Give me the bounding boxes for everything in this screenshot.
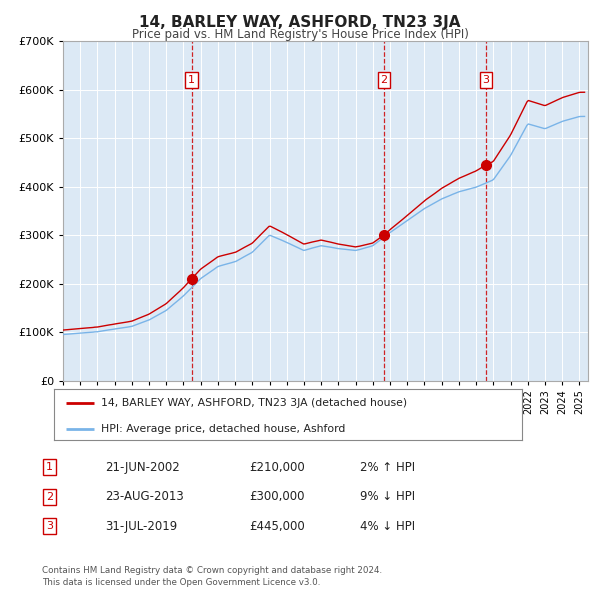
Text: 2% ↑ HPI: 2% ↑ HPI [360, 461, 415, 474]
Text: 9% ↓ HPI: 9% ↓ HPI [360, 490, 415, 503]
Text: HPI: Average price, detached house, Ashford: HPI: Average price, detached house, Ashf… [101, 424, 345, 434]
Text: Price paid vs. HM Land Registry's House Price Index (HPI): Price paid vs. HM Land Registry's House … [131, 28, 469, 41]
Text: 2: 2 [380, 75, 388, 85]
Text: Contains HM Land Registry data © Crown copyright and database right 2024.
This d: Contains HM Land Registry data © Crown c… [42, 566, 382, 587]
Text: 1: 1 [188, 75, 195, 85]
Text: 21-JUN-2002: 21-JUN-2002 [105, 461, 180, 474]
Text: 3: 3 [46, 522, 53, 531]
Text: 2: 2 [46, 492, 53, 502]
Text: 3: 3 [482, 75, 490, 85]
Text: 14, BARLEY WAY, ASHFORD, TN23 3JA (detached house): 14, BARLEY WAY, ASHFORD, TN23 3JA (detac… [101, 398, 407, 408]
Text: £300,000: £300,000 [249, 490, 305, 503]
Text: 31-JUL-2019: 31-JUL-2019 [105, 520, 177, 533]
Text: 23-AUG-2013: 23-AUG-2013 [105, 490, 184, 503]
Text: 1: 1 [46, 463, 53, 472]
Text: 4% ↓ HPI: 4% ↓ HPI [360, 520, 415, 533]
Text: £210,000: £210,000 [249, 461, 305, 474]
Text: 14, BARLEY WAY, ASHFORD, TN23 3JA: 14, BARLEY WAY, ASHFORD, TN23 3JA [139, 15, 461, 30]
Text: £445,000: £445,000 [249, 520, 305, 533]
